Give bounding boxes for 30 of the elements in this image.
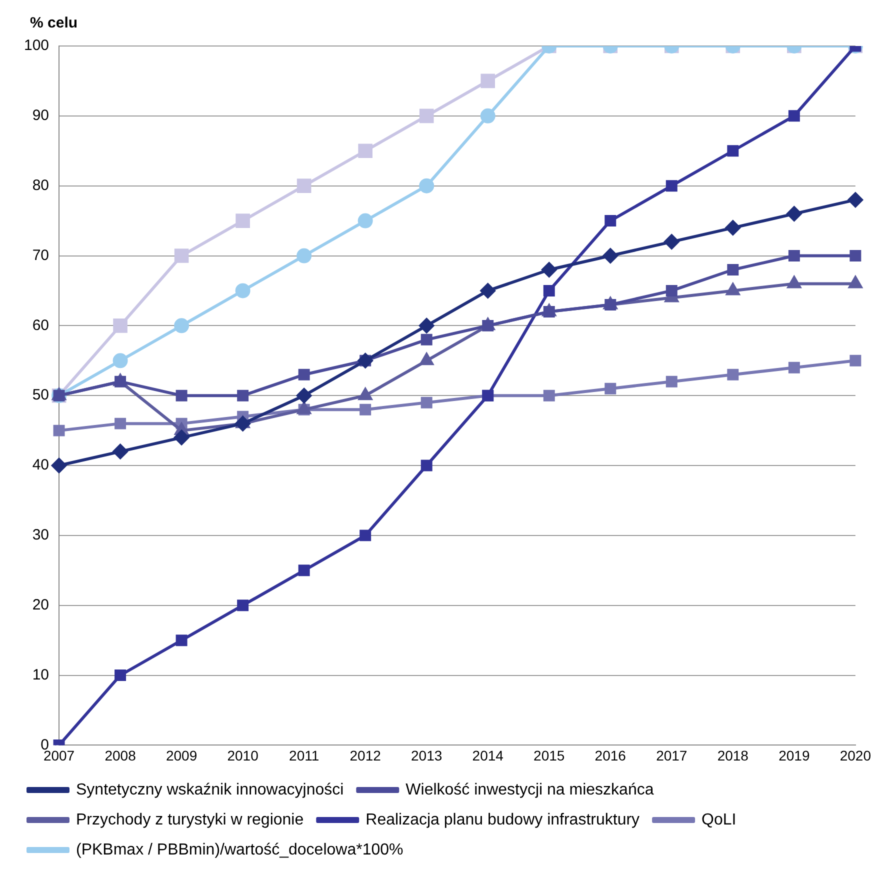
- x-tick-label: 2012: [350, 747, 382, 764]
- y-tick-label: 20: [32, 596, 50, 614]
- y-tick-label: 70: [32, 246, 50, 264]
- x-tick-label: 2009: [166, 747, 198, 764]
- x-tick-label: 2013: [411, 747, 442, 764]
- legend-label: Syntetyczny wskaźnik innowacyjności: [76, 781, 344, 798]
- y-tick-label: 10: [32, 666, 50, 684]
- x-tick-label: 2008: [104, 747, 136, 764]
- x-tick-label: 2020: [840, 747, 872, 764]
- x-tick-label: 2010: [227, 747, 259, 764]
- x-tick-label: 2015: [534, 747, 565, 764]
- y-tick-label: 30: [32, 526, 50, 544]
- y-tick-label: 60: [32, 316, 50, 334]
- legend-label: QoLI: [702, 811, 736, 828]
- legend-label: Przychody z turystyki w regionie: [76, 811, 304, 828]
- legend-label: (PKBmax / PBBmin)/wartość_docelowa*100%: [76, 841, 404, 858]
- y-tick-label: 40: [32, 456, 50, 474]
- x-tick-label: 2014: [472, 747, 504, 764]
- y-axis-title: % celu: [30, 14, 78, 32]
- x-tick-label: 2017: [656, 747, 688, 764]
- y-tick-label: 80: [32, 176, 50, 194]
- y-tick-label: 50: [32, 386, 50, 404]
- y-tick-label: 100: [24, 37, 50, 54]
- x-tick-label: 2018: [717, 747, 749, 764]
- legend-label: Realizacja planu budowy infrastruktury: [366, 811, 640, 828]
- x-tick-label: 2011: [289, 747, 320, 764]
- y-tick-label: 90: [32, 107, 50, 124]
- x-tick-label: 2019: [778, 747, 810, 764]
- x-tick-label: 2016: [594, 747, 626, 764]
- legend-label: Wielkość inwestycji na mieszkańca: [406, 781, 654, 798]
